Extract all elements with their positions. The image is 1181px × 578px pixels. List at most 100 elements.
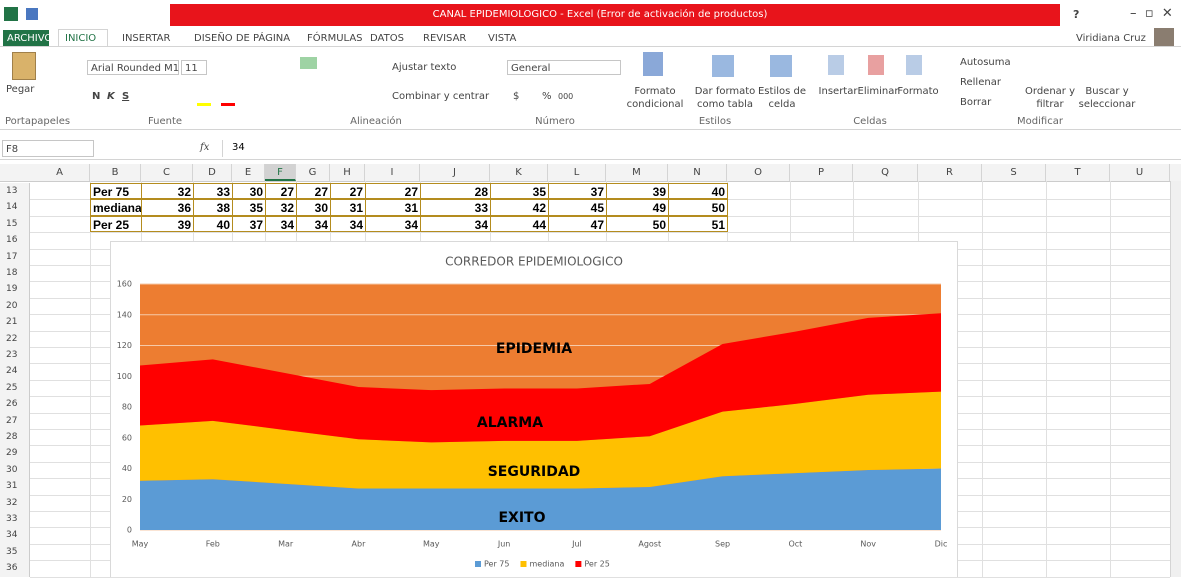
find-button[interactable]: Buscar y [1085,86,1128,97]
bold-button[interactable]: N [92,91,100,102]
column-header: G [296,164,330,181]
value-cell: 30 [296,199,331,215]
legend-swatch [475,561,481,567]
paste-button[interactable]: Pegar [6,84,34,95]
value-cell: 40 [668,183,728,199]
row-header: 36 [0,560,30,576]
row-header: 32 [0,495,30,511]
column-header: R [918,164,982,181]
tab[interactable]: VISTA [488,33,516,44]
row-header: 34 [0,527,30,543]
row-label-cell: Per 75 [90,183,142,199]
clear-button[interactable]: Borrar [960,97,991,108]
cell-styles-button[interactable]: celda [769,99,796,110]
find-button[interactable]: seleccionar [1079,99,1136,110]
column-header: A [30,164,90,181]
insert-icon[interactable] [828,55,844,75]
sort-button[interactable]: Ordenar y [1025,86,1075,97]
conditional-icon[interactable] [643,52,663,76]
column-header: F [265,164,296,181]
conditional-format-button[interactable]: condicional [627,99,684,110]
tab[interactable]: DISEÑO DE PÁGINA [194,33,290,44]
row-header: 26 [0,396,30,412]
row-label-cell: mediana [90,199,142,215]
tab[interactable]: INSERTAR [122,33,170,44]
column-header: D [193,164,232,181]
fill-button[interactable]: Rellenar [960,77,1001,88]
value-cell: 40 [193,216,233,232]
value-cell: 27 [265,183,297,199]
y-tick-label: 80 [122,403,132,412]
formula-input[interactable]: 34 [232,142,245,153]
font-size-box[interactable]: 11 [181,60,207,75]
delete-button[interactable]: Eliminar [858,86,899,97]
y-tick-label: 40 [122,464,132,473]
autosum-button[interactable]: Autosuma [960,57,1011,68]
row-header: 31 [0,478,30,494]
value-cell: 45 [548,199,607,215]
format-icon[interactable] [906,55,922,75]
tab[interactable]: DATOS [370,33,404,44]
underline-button[interactable]: S [122,91,129,102]
row-header: 29 [0,445,30,461]
y-tick-label: 0 [127,526,132,535]
sort-button[interactable]: filtrar [1036,99,1063,110]
window-controls[interactable]: – ▫ ✕ [1130,6,1173,21]
row-header: 27 [0,413,30,429]
number-format-box[interactable]: General [507,60,621,75]
help-button[interactable]: ? [1073,8,1079,21]
percent-button[interactable]: % [542,91,552,102]
tab[interactable]: ARCHIVO [7,33,52,44]
y-tick-label: 140 [117,310,132,319]
cell-styles-button[interactable]: Estilos de [758,86,806,97]
row-header: 17 [0,249,30,265]
table-format-button[interactable]: Dar formato [695,86,756,97]
legend-swatch [575,561,581,567]
value-cell: 38 [193,199,233,215]
delete-icon[interactable] [868,55,884,75]
fx-button[interactable]: fx [200,142,209,153]
tab[interactable]: FÓRMULAS [307,33,363,44]
align-icon[interactable] [300,57,317,69]
italic-button[interactable]: K [107,91,115,102]
row-header: 13 [0,183,30,199]
value-cell: 50 [606,216,669,232]
merge-button[interactable]: Combinar y centrar [392,91,489,102]
group-label: Modificar [1017,116,1063,127]
table-format-button[interactable]: como tabla [697,99,753,110]
row-header: 25 [0,380,30,396]
tab[interactable]: INICIO [65,33,96,44]
group-label: Celdas [853,116,887,127]
tab[interactable]: REVISAR [423,33,466,44]
paste-icon[interactable] [12,52,36,80]
value-cell: 51 [668,216,728,232]
group-label: Estilos [699,116,731,127]
font-name-box[interactable]: Arial Rounded M1 [87,60,179,75]
table-icon[interactable] [712,55,734,77]
row-header: 14 [0,199,30,215]
row-header: 22 [0,331,30,347]
user-name[interactable]: Viridiana Cruz [1076,33,1146,44]
row-header: 19 [0,281,30,297]
wrap-text-button[interactable]: Ajustar texto [392,62,456,73]
annotation: ALARMA [477,415,543,431]
format-button[interactable]: Formato [897,86,938,97]
value-cell: 39 [606,183,669,199]
highlight-color[interactable] [197,103,211,106]
currency-button[interactable]: $ [513,91,519,102]
save-icon[interactable] [26,8,38,20]
thousands-button[interactable]: 000 [558,92,573,101]
scrollbar [1170,181,1181,577]
row-header: 28 [0,429,30,445]
legend-label: Per 75 [484,560,509,569]
row-label-cell: Per 25 [90,216,142,232]
column-header: I [365,164,420,181]
name-box[interactable]: F8 [2,140,94,157]
conditional-format-button[interactable]: Formato [634,86,675,97]
insert-button[interactable]: Insertar [819,86,858,97]
value-cell: 34 [365,216,421,232]
font-color[interactable] [221,103,235,106]
column-header: E [232,164,265,181]
cell-style-icon[interactable] [770,55,792,77]
x-tick-label: Jun [497,540,511,549]
